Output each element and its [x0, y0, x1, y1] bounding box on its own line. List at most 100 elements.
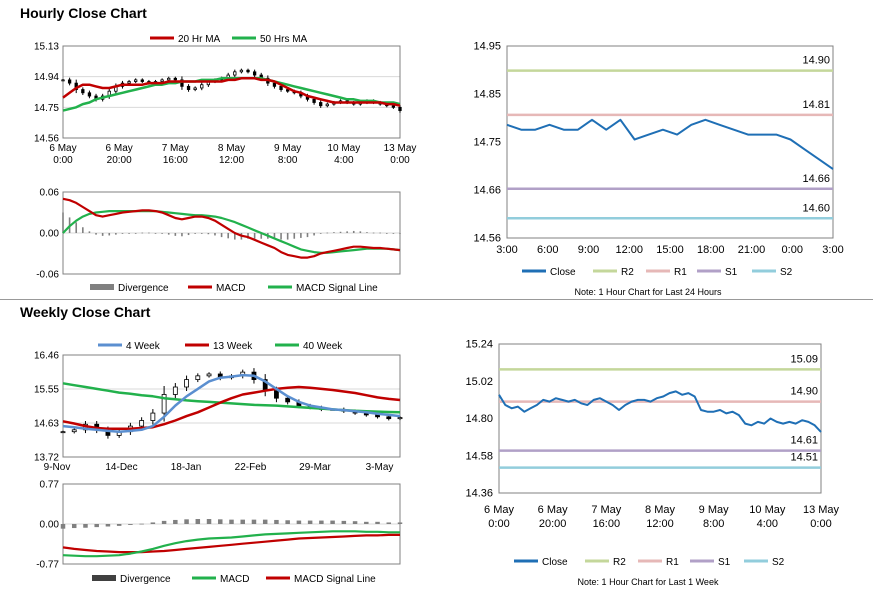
- hourly-close24-xtick: 9:00: [578, 244, 599, 256]
- hourly-price-xtick: 7 May: [162, 143, 189, 154]
- weekly-divergence-bar: [307, 520, 313, 524]
- hourly-price-legend-label: 20 Hr MA: [178, 34, 221, 45]
- weekly-close1w-ytick: 15.24: [465, 339, 493, 351]
- weekly-close1w-xtick: 8:00: [703, 518, 724, 530]
- hourly-close24-xtick: 12:00: [615, 244, 643, 256]
- hourly-price-ytick: 14.94: [34, 72, 59, 83]
- hourly-price-xtick: 0:00: [390, 155, 410, 166]
- hourly-close24-ytick: 14.95: [473, 41, 501, 53]
- weekly-close1w-ytick: 14.36: [465, 488, 493, 500]
- weekly-candle-body: [195, 375, 201, 380]
- weekly-macd-legend-label: Divergence: [120, 574, 171, 585]
- hourly-divergence-bar: [174, 233, 177, 236]
- hourly-divergence-bar: [161, 233, 163, 234]
- pivot-label-r2: 15.09: [790, 353, 818, 365]
- weekly-candle-body: [184, 379, 189, 388]
- hourly-divergence-bar: [346, 231, 348, 233]
- hourly-divergence-bar: [121, 233, 124, 234]
- hourly-candle-body: [127, 81, 131, 84]
- weekly-close1w-xtick: 0:00: [488, 518, 509, 530]
- pivot-label-s2: 14.60: [802, 202, 830, 214]
- hourly-divergence-bar: [128, 233, 130, 234]
- weekly-candle-body: [161, 394, 167, 414]
- hourly-close24-legend-label: Close: [550, 267, 576, 278]
- weekly-candle-body: [386, 416, 392, 420]
- weekly-divergence-bar: [116, 524, 122, 526]
- weekly-divergence-bar: [375, 521, 380, 524]
- hourly-close24-xtick: 15:00: [656, 244, 684, 256]
- hourly-price-xtick: 8:00: [278, 155, 298, 166]
- hourly-close24-xtick: 3:00: [496, 244, 517, 256]
- weekly-close1w-xtick: 7 May: [591, 504, 621, 516]
- hourly-divergence-bar: [280, 233, 282, 240]
- weekly-signal-line: [62, 533, 400, 554]
- weekly-macd-ytick: 0.00: [40, 520, 60, 531]
- weekly-divergence-bar: [274, 519, 279, 524]
- weekly-price-ytick: 15.55: [34, 385, 59, 396]
- hourly-macd-legend-label: Divergence: [118, 283, 169, 294]
- weekly-close1w-xtick: 9 May: [699, 504, 729, 516]
- weekly-divergence-bar: [161, 520, 167, 524]
- hourly-divergence-bar: [148, 232, 150, 234]
- weekly-close1w-xtick: 12:00: [646, 518, 674, 530]
- weekly-divergence-bar: [184, 519, 189, 524]
- hourly-divergence-bar: [82, 227, 84, 233]
- hourly-price-xtick: 10 May: [327, 143, 360, 154]
- pivot-label-r2: 14.90: [802, 55, 830, 67]
- weekly-macd-legend-label: MACD Signal Line: [294, 574, 376, 585]
- hourly-close24-note: Note: 1 Hour Chart for Last 24 Hours: [574, 287, 722, 297]
- hourly-candle-body: [140, 79, 144, 82]
- hourly-divergence-bar: [293, 233, 296, 239]
- weekly-close1w-legend-label: Close: [542, 557, 568, 568]
- weekly-price-legend-label: 13 Week: [213, 341, 253, 352]
- hourly-candle-body: [312, 98, 316, 103]
- hourly-chart-title: Hourly Close Chart: [20, 5, 147, 21]
- hourly-divergence-bar: [352, 230, 355, 233]
- hourly-candle-body: [186, 85, 191, 90]
- weekly-close1w-frame: [498, 343, 822, 494]
- hourly-divergence-bar: [300, 233, 302, 238]
- hourly-price-frame: [62, 45, 401, 139]
- hourly-candle-body: [180, 79, 184, 87]
- weekly-macd-ytick: -0.77: [36, 560, 59, 571]
- pivot-label-s1: 14.66: [802, 173, 830, 185]
- hourly-close24-ytick: 14.85: [473, 89, 501, 101]
- hourly-close24-frame: [506, 45, 834, 239]
- weekly-divergence-bar: [173, 519, 178, 524]
- hourly-divergence-bar: [101, 233, 104, 236]
- hourly-divergence-bar: [339, 231, 342, 233]
- weekly-close1w-xtick: 4:00: [757, 518, 778, 530]
- hourly-close24-xtick: 6:00: [537, 244, 558, 256]
- weekly-close1w-ytick: 14.58: [465, 450, 493, 462]
- hourly-divergence-bar: [359, 231, 362, 233]
- weekly-close1w-xtick: 10 May: [749, 504, 786, 516]
- pivot-label-s2: 14.51: [790, 452, 818, 464]
- hourly-close24-xtick: 21:00: [738, 244, 766, 256]
- hourly-close24-legend-label: S1: [725, 267, 738, 278]
- weekly-divergence-bar: [105, 524, 111, 527]
- weekly-divergence-bar: [386, 522, 392, 524]
- hourly-price-xtick: 16:00: [163, 155, 188, 166]
- hourly-divergence-bar: [95, 233, 97, 235]
- weekly-divergence-bar: [218, 519, 223, 524]
- hourly-price-xtick: 6 May: [49, 143, 76, 154]
- hourly-divergence-bar: [214, 233, 216, 236]
- weekly-close1w-line: [498, 390, 822, 433]
- hourly-candle-body: [398, 106, 402, 111]
- weekly-price-ytick: 14.63: [34, 419, 59, 430]
- hourly-candle-body: [319, 102, 323, 107]
- hourly-divergence-bar: [399, 233, 401, 234]
- weekly-price-ytick: 16.46: [34, 351, 59, 362]
- weekly-close1w-ytick: 14.80: [465, 413, 493, 425]
- weekly-price-xtick: 29-Mar: [299, 462, 331, 473]
- hourly-divergence-bar: [273, 233, 276, 239]
- hourly-price-xtick: 4:00: [334, 155, 354, 166]
- weekly-price-xtick: 9-Nov: [44, 462, 71, 473]
- hourly-candle-body: [61, 79, 65, 82]
- hourly-candle-body: [173, 77, 177, 81]
- hourly-divergence-bar: [260, 233, 263, 239]
- weekly-price-ytick: 13.72: [34, 453, 59, 464]
- weekly-divergence-bar: [352, 521, 358, 524]
- hourly-divergence-bar: [134, 233, 137, 234]
- weekly-divergence-bar: [296, 520, 302, 524]
